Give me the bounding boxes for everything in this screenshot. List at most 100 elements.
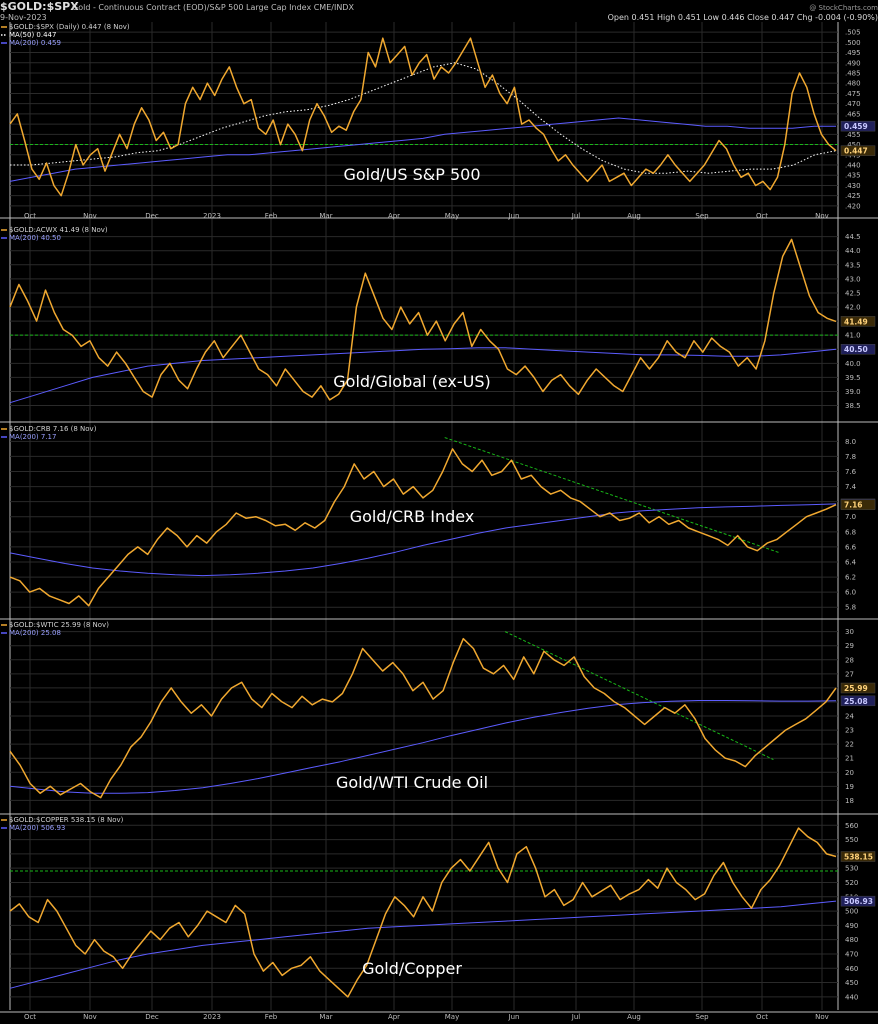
y-tick-label: .500 [845, 39, 861, 47]
panels-layer [9, 37, 838, 998]
x-tick-label: Mar [319, 212, 332, 220]
x-tick-label: Jul [571, 1013, 581, 1021]
ma200-line [9, 900, 837, 989]
value-badge [840, 499, 876, 510]
panel-title: Gold/Global (ex-US) [333, 372, 490, 391]
y-tick-label: 19 [845, 783, 854, 791]
y-tick-label: 42.5 [845, 289, 861, 297]
panel-title: Gold/WTI Crude Oil [336, 773, 488, 792]
x-tick-label: Aug [627, 1013, 641, 1021]
ma200-line [9, 700, 837, 794]
value-badge-label: 41.49 [844, 317, 868, 326]
axis-layer: OctOctNovNovDecDec20232023FebFebMarMarAp… [1, 23, 876, 1021]
legend-entry: $GOLD:CRB 7.16 (8 Nov) [9, 425, 97, 433]
y-tick-label: 6.4 [845, 558, 857, 566]
ohlc-label: Open 0.451 High 0.451 Low 0.446 Close 0.… [608, 13, 878, 22]
trendline [444, 437, 781, 554]
value-badge-label: 0.459 [844, 122, 868, 131]
y-tick-label: 6.0 [845, 589, 856, 597]
x-tick-label: May [445, 212, 459, 220]
x-tick-label: Sep [695, 1013, 709, 1021]
legend-entry: MA(50) 0.447 [9, 31, 56, 39]
y-tick-label: 7.8 [845, 453, 856, 461]
x-tick-label: Oct [756, 212, 768, 220]
watermark: @ StockCharts.com [809, 4, 878, 12]
y-tick-label: 6.2 [845, 574, 856, 582]
y-tick-label: .465 [845, 110, 861, 118]
panel-title: Gold/Copper [362, 959, 462, 978]
y-tick-label: 23 [845, 727, 854, 735]
x-tick-label: Jun [508, 212, 520, 220]
y-tick-label: 460 [845, 965, 858, 973]
y-tick-label: 41.0 [845, 332, 861, 340]
y-tick-label: 560 [845, 822, 858, 830]
y-tick-label: .485 [845, 69, 861, 77]
value-badge [840, 120, 876, 132]
y-tick-label: 500 [845, 908, 858, 916]
y-tick-label: 470 [845, 950, 858, 958]
y-tick-label: 18 [845, 797, 854, 805]
legend-entry: $GOLD:$COPPER 538.15 (8 Nov) [9, 816, 124, 824]
symbol-label[interactable]: $GOLD:$SPX [0, 0, 79, 13]
x-tick-label: Apr [388, 1013, 400, 1021]
value-badge [840, 851, 876, 862]
x-tick-label: Apr [388, 212, 400, 220]
x-tick-label: Oct [24, 212, 36, 220]
x-tick-label: Nov [83, 1013, 97, 1021]
y-tick-label: .490 [845, 59, 861, 67]
value-badge [840, 682, 876, 694]
ma200-line [9, 347, 837, 404]
y-tick-label: .450 [845, 141, 861, 149]
date-label: 9-Nov-2023 [0, 13, 47, 22]
value-badge [840, 895, 876, 907]
x-tick-label: Jun [508, 1013, 520, 1021]
legend-entry: MA(200) 40.50 [9, 234, 61, 242]
y-tick-label: 44.0 [845, 247, 861, 255]
y-tick-label: 30 [845, 628, 854, 636]
y-tick-label: 5.8 [845, 604, 856, 612]
x-tick-label: Feb [265, 1013, 278, 1021]
y-tick-label: .420 [845, 202, 861, 210]
y-tick-label: .470 [845, 100, 861, 108]
y-tick-label: .480 [845, 80, 861, 88]
x-tick-label: Feb [265, 212, 278, 220]
x-tick-label: Oct [756, 1013, 768, 1021]
legend-entry: $GOLD:$WTIC 25.99 (8 Nov) [9, 621, 109, 629]
legend-entry: MA(200) 0.459 [9, 39, 61, 47]
legend-entry: MA(200) 25.08 [9, 629, 61, 637]
ma200-line [9, 117, 836, 182]
x-tick-label: Nov [815, 1013, 829, 1021]
y-tick-label: .430 [845, 182, 861, 190]
value-badge-label: 7.16 [844, 501, 863, 510]
price-line [9, 637, 837, 799]
y-tick-label: .440 [845, 162, 861, 170]
y-tick-label: 530 [845, 865, 858, 873]
y-tick-label: 490 [845, 922, 858, 930]
x-tick-label: Sep [695, 212, 709, 220]
y-tick-label: .455 [845, 131, 861, 139]
y-tick-label: 550 [845, 836, 858, 844]
value-badge-label: 0.447 [844, 147, 868, 156]
y-tick-label: 520 [845, 879, 858, 887]
x-tick-label: 2023 [203, 212, 221, 220]
x-tick-label: Oct [24, 1013, 36, 1021]
y-tick-label: 27 [845, 670, 854, 678]
y-tick-label: 8.0 [845, 438, 856, 446]
y-tick-label: .495 [845, 49, 861, 57]
y-tick-label: 28 [845, 656, 854, 664]
x-tick-label: 2023 [203, 1013, 221, 1021]
legend-entry: $GOLD:ACWX 41.49 (8 Nov) [9, 226, 108, 234]
panel-title: Gold/CRB Index [350, 507, 475, 526]
y-tick-label: 40.0 [845, 360, 861, 368]
y-tick-label: 43.0 [845, 275, 861, 283]
value-badge [840, 316, 876, 327]
panel-title: Gold/US S&P 500 [343, 165, 480, 184]
ma50-line [10, 62, 837, 174]
y-tick-label: 39.5 [845, 374, 861, 382]
legend-entry: MA(200) 7.17 [9, 433, 56, 441]
y-tick-label: 21 [845, 755, 854, 763]
y-tick-label: 22 [845, 741, 854, 749]
value-badge-label: 538.15 [844, 853, 873, 862]
y-tick-label: 440 [845, 993, 858, 1001]
